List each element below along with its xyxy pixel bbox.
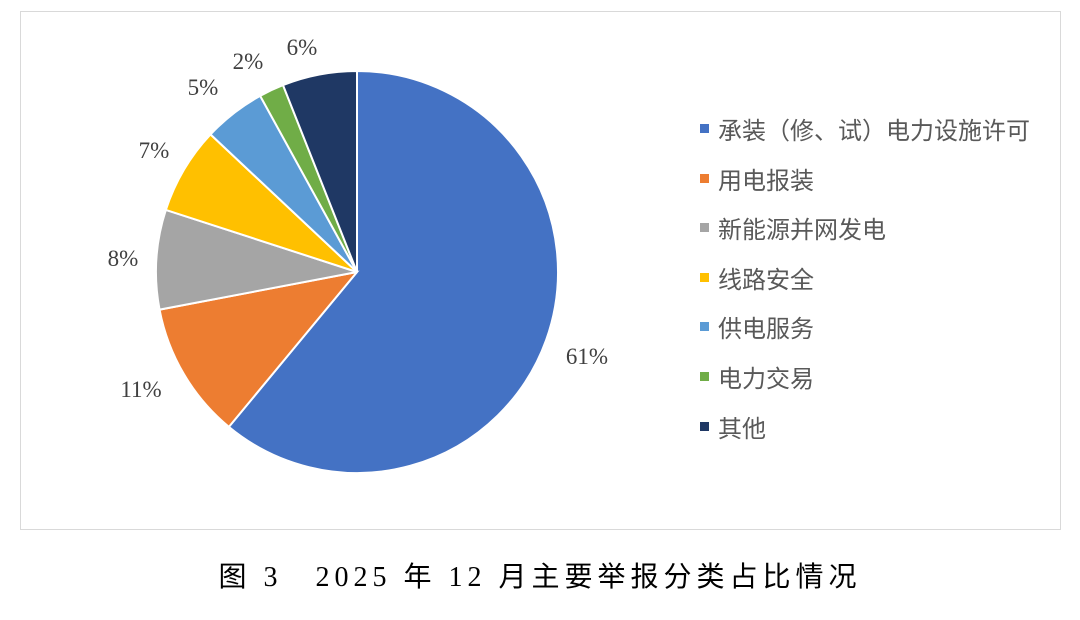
svg-text:2%: 2% xyxy=(233,49,264,74)
svg-text:7%: 7% xyxy=(139,138,170,163)
svg-text:5%: 5% xyxy=(188,75,219,100)
svg-text:61%: 61% xyxy=(566,344,608,369)
svg-text:8%: 8% xyxy=(108,246,139,271)
svg-text:6%: 6% xyxy=(287,35,318,60)
svg-text:11%: 11% xyxy=(120,377,161,402)
